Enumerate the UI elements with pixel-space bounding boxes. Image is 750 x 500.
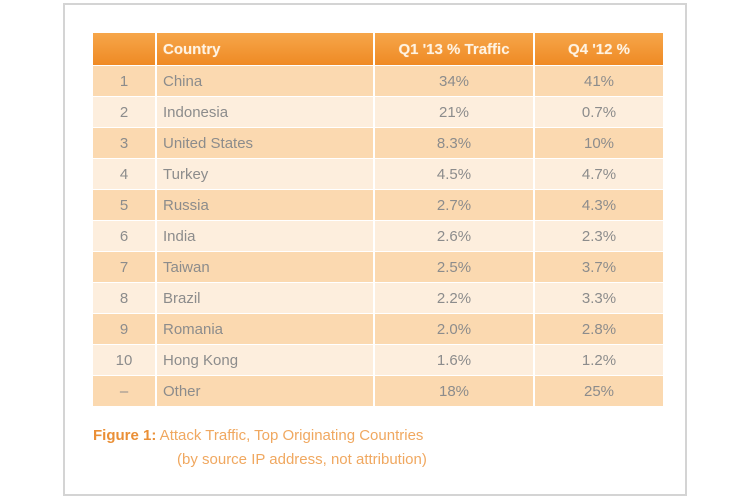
figure-caption: Figure 1: Attack Traffic, Top Originatin…: [93, 424, 427, 472]
q1-13-cell: 2.5%: [374, 251, 535, 283]
rank-cell: 10: [93, 344, 157, 376]
q1-13-cell: 4.5%: [374, 158, 535, 190]
country-cell: Indonesia: [156, 96, 375, 128]
q4-12-cell: 2.3%: [534, 220, 663, 252]
country-cell: Other: [156, 375, 375, 406]
caption-title: Attack Traffic, Top Originating Countrie…: [156, 427, 424, 444]
q4-12-cell: 0.7%: [534, 96, 663, 128]
country-cell: Hong Kong: [156, 344, 375, 376]
rank-cell: 7: [93, 251, 157, 283]
q4-12-cell: 4.7%: [534, 158, 663, 190]
q4-12-cell: 1.2%: [534, 344, 663, 376]
rank-cell: 4: [93, 158, 157, 190]
table-row: 6 India 2.6% 2.3%: [93, 220, 663, 252]
q1-13-cell: 2.2%: [374, 282, 535, 314]
table-row: 3 United States 8.3% 10%: [93, 127, 663, 159]
header-rank: [93, 33, 157, 66]
country-cell: China: [156, 65, 375, 97]
table-header-row: Country Q1 '13 % Traffic Q4 '12 %: [93, 33, 663, 66]
rank-cell: 3: [93, 127, 157, 159]
rank-cell: –: [93, 375, 157, 406]
table-row: 10 Hong Kong 1.6% 1.2%: [93, 344, 663, 376]
country-cell: Taiwan: [156, 251, 375, 283]
q4-12-cell: 10%: [534, 127, 663, 159]
caption-subtitle: (by source IP address, not attribution): [177, 451, 427, 468]
rank-cell: 9: [93, 313, 157, 345]
q1-13-cell: 21%: [374, 96, 535, 128]
q1-13-cell: 1.6%: [374, 344, 535, 376]
table-row: 5 Russia 2.7% 4.3%: [93, 189, 663, 221]
caption-label: Figure 1:: [93, 427, 157, 444]
rank-cell: 8: [93, 282, 157, 314]
rank-cell: 1: [93, 65, 157, 97]
rank-cell: 5: [93, 189, 157, 221]
table-row: 2 Indonesia 21% 0.7%: [93, 96, 663, 128]
q1-13-cell: 18%: [374, 375, 535, 406]
rank-cell: 2: [93, 96, 157, 128]
table-row: 7 Taiwan 2.5% 3.7%: [93, 251, 663, 283]
q4-12-cell: 3.7%: [534, 251, 663, 283]
header-q1-13: Q1 '13 % Traffic: [374, 33, 535, 66]
country-cell: Turkey: [156, 158, 375, 190]
q1-13-cell: 2.7%: [374, 189, 535, 221]
q1-13-cell: 2.6%: [374, 220, 535, 252]
table-row: – Other 18% 25%: [93, 375, 663, 406]
table-row: 4 Turkey 4.5% 4.7%: [93, 158, 663, 190]
country-cell: Brazil: [156, 282, 375, 314]
table-row: 8 Brazil 2.2% 3.3%: [93, 282, 663, 314]
table-row: 1 China 34% 41%: [93, 65, 663, 97]
q1-13-cell: 2.0%: [374, 313, 535, 345]
country-cell: India: [156, 220, 375, 252]
q4-12-cell: 3.3%: [534, 282, 663, 314]
q4-12-cell: 2.8%: [534, 313, 663, 345]
q4-12-cell: 41%: [534, 65, 663, 97]
country-cell: Russia: [156, 189, 375, 221]
q4-12-cell: 4.3%: [534, 189, 663, 221]
header-q4-12: Q4 '12 %: [534, 33, 663, 66]
table-row: 9 Romania 2.0% 2.8%: [93, 313, 663, 345]
country-cell: United States: [156, 127, 375, 159]
q1-13-cell: 34%: [374, 65, 535, 97]
q4-12-cell: 25%: [534, 375, 663, 406]
q1-13-cell: 8.3%: [374, 127, 535, 159]
rank-cell: 6: [93, 220, 157, 252]
country-cell: Romania: [156, 313, 375, 345]
header-country: Country: [156, 33, 375, 66]
attack-traffic-table: Country Q1 '13 % Traffic Q4 '12 % 1 Chin…: [93, 33, 663, 406]
